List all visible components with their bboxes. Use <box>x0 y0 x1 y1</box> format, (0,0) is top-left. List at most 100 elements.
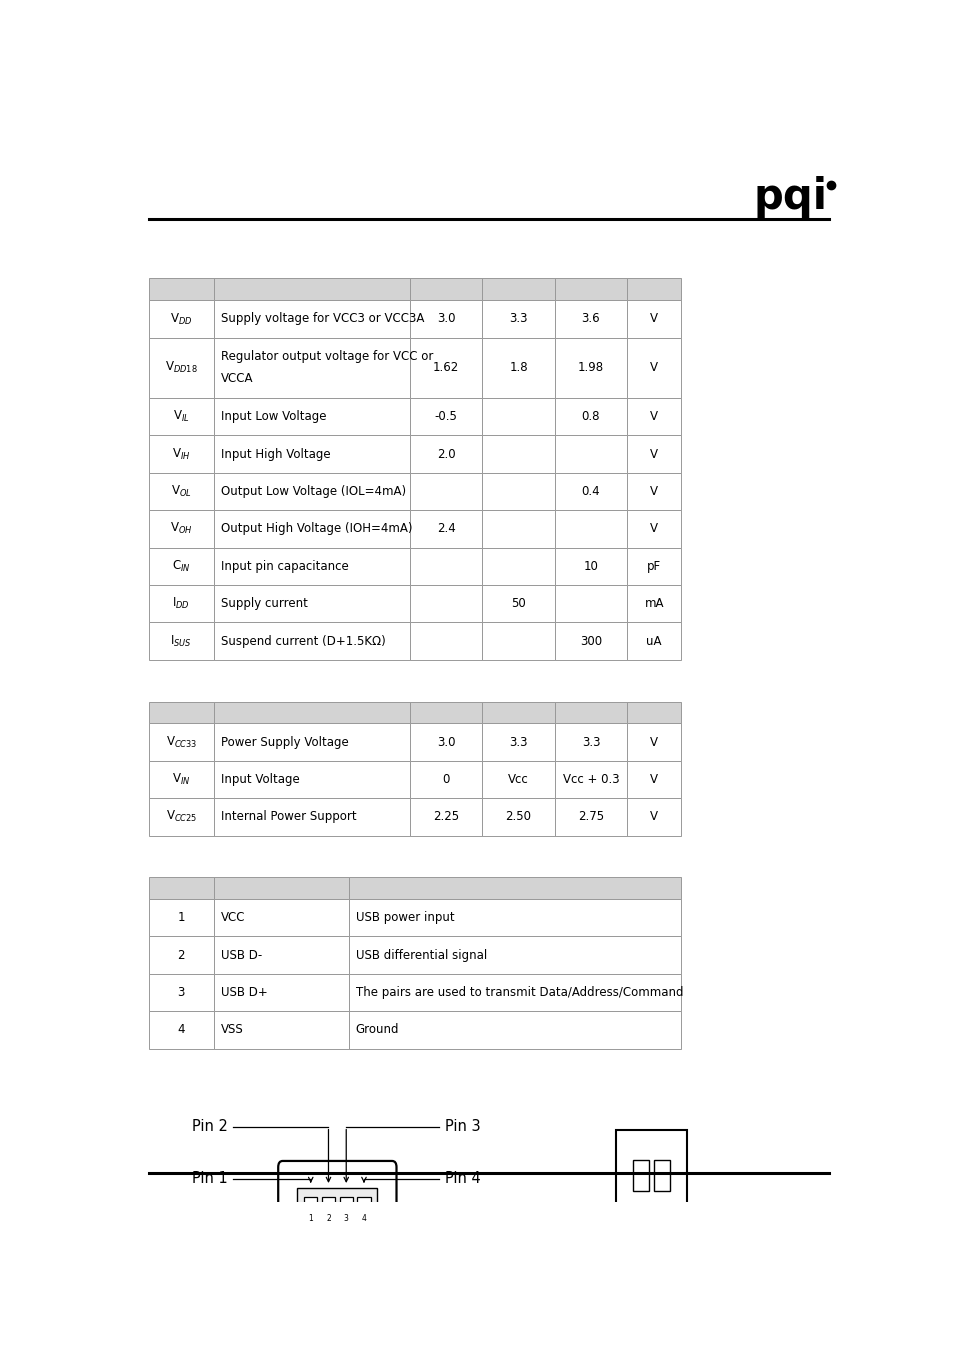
Text: 0.8: 0.8 <box>581 410 599 423</box>
Text: 0.4: 0.4 <box>581 485 599 498</box>
Text: V$_{IL}$: V$_{IL}$ <box>172 409 190 424</box>
Bar <box>149 1011 213 1049</box>
Bar <box>149 937 213 973</box>
Text: VCCA: VCCA <box>220 373 253 385</box>
Text: 1.8: 1.8 <box>509 362 527 374</box>
Bar <box>626 761 680 798</box>
Text: USB power input: USB power input <box>355 911 454 925</box>
Bar <box>410 798 482 836</box>
Bar <box>213 798 410 836</box>
Bar <box>349 1011 680 1049</box>
Bar <box>554 585 626 622</box>
Bar <box>482 724 554 761</box>
Text: V: V <box>650 410 658 423</box>
Text: -0.5: -0.5 <box>435 410 457 423</box>
Bar <box>149 398 213 436</box>
Text: 1: 1 <box>177 911 185 925</box>
Bar <box>149 585 213 622</box>
Text: C$_{IN}$: C$_{IN}$ <box>172 559 191 574</box>
Text: pqi: pqi <box>753 177 826 219</box>
Text: USB D+: USB D+ <box>220 986 267 999</box>
Text: I$_{DD}$: I$_{DD}$ <box>172 597 190 612</box>
Bar <box>554 278 626 300</box>
Bar <box>339 1197 353 1233</box>
Bar <box>554 398 626 436</box>
Bar <box>149 472 213 510</box>
Text: pF: pF <box>646 560 660 572</box>
Text: 3: 3 <box>177 986 185 999</box>
Bar <box>213 338 410 398</box>
Text: 2.75: 2.75 <box>578 810 603 824</box>
Text: 3.3: 3.3 <box>509 312 527 325</box>
Bar <box>213 472 410 510</box>
Bar <box>410 548 482 585</box>
Bar <box>622 1265 679 1288</box>
Text: V$_{IH}$: V$_{IH}$ <box>172 447 191 462</box>
Bar <box>554 702 626 724</box>
Text: 3.0: 3.0 <box>436 312 455 325</box>
Text: 2.50: 2.50 <box>505 810 531 824</box>
Text: Internal Power Support: Internal Power Support <box>220 810 355 824</box>
Text: 2.25: 2.25 <box>433 810 458 824</box>
Bar <box>149 338 213 398</box>
Bar <box>482 585 554 622</box>
Text: 0: 0 <box>442 774 449 786</box>
Bar <box>410 436 482 472</box>
Text: V$_{CC25}$: V$_{CC25}$ <box>166 810 197 825</box>
Bar <box>410 398 482 436</box>
Text: USB differential signal: USB differential signal <box>355 949 487 961</box>
Bar <box>149 973 213 1011</box>
Text: Output High Voltage (IOH=4mA): Output High Voltage (IOH=4mA) <box>220 522 412 536</box>
Text: Vcc: Vcc <box>508 774 528 786</box>
Bar <box>213 702 410 724</box>
Bar <box>349 899 680 937</box>
Text: Pin 4: Pin 4 <box>444 1172 479 1187</box>
Text: Input Voltage: Input Voltage <box>220 774 299 786</box>
Text: Pin 2: Pin 2 <box>192 1119 228 1134</box>
Bar <box>482 436 554 472</box>
Text: The pairs are used to transmit Data/Address/Command: The pairs are used to transmit Data/Addr… <box>355 986 682 999</box>
Text: V: V <box>650 312 658 325</box>
Text: VCC: VCC <box>220 911 245 925</box>
Text: V$_{DD18}$: V$_{DD18}$ <box>165 360 197 375</box>
Bar <box>149 761 213 798</box>
Bar <box>410 510 482 548</box>
Text: 2: 2 <box>177 949 185 961</box>
Bar <box>213 973 349 1011</box>
Bar <box>213 878 349 899</box>
Bar <box>213 724 410 761</box>
Text: 4: 4 <box>177 1023 185 1037</box>
Text: 2.0: 2.0 <box>436 448 455 460</box>
Text: uA: uA <box>646 634 661 648</box>
Bar <box>149 436 213 472</box>
Bar <box>482 510 554 548</box>
Bar <box>149 300 213 338</box>
Bar <box>410 622 482 660</box>
Bar <box>482 300 554 338</box>
Bar <box>482 761 554 798</box>
Bar <box>482 338 554 398</box>
Bar <box>622 1288 636 1304</box>
Bar <box>410 472 482 510</box>
Bar <box>213 585 410 622</box>
Bar <box>626 724 680 761</box>
Text: V: V <box>650 448 658 460</box>
Bar <box>213 300 410 338</box>
Bar <box>616 1130 686 1265</box>
Bar <box>626 436 680 472</box>
Bar <box>349 878 680 899</box>
Text: mA: mA <box>643 597 663 610</box>
Bar <box>213 510 410 548</box>
Text: 4: 4 <box>361 1214 366 1223</box>
Bar <box>213 278 410 300</box>
Text: USB D-: USB D- <box>220 949 261 961</box>
Bar <box>357 1197 370 1233</box>
Text: V$_{DD}$: V$_{DD}$ <box>170 312 193 327</box>
Text: Supply current: Supply current <box>220 597 307 610</box>
Bar <box>626 702 680 724</box>
Bar <box>213 622 410 660</box>
Bar <box>213 398 410 436</box>
Bar <box>554 472 626 510</box>
Text: V: V <box>650 736 658 748</box>
Text: Vcc + 0.3: Vcc + 0.3 <box>562 774 618 786</box>
